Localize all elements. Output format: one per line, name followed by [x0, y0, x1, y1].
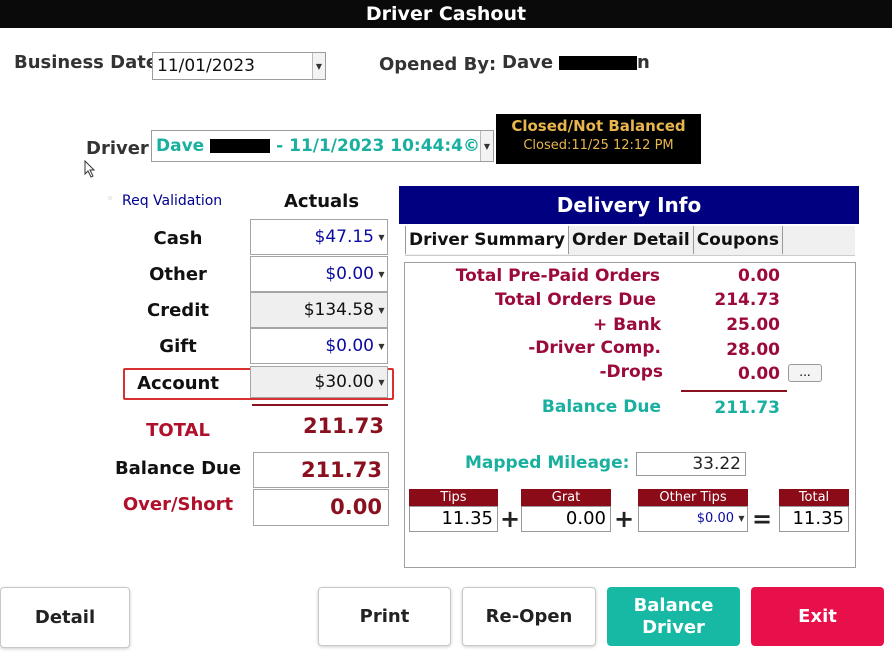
gift-value: $0.00: [325, 336, 374, 356]
balance-divider: [681, 390, 787, 392]
tab-driver-summary[interactable]: Driver Summary: [405, 226, 569, 254]
bank-label: + Bank: [593, 315, 661, 335]
exit-button[interactable]: Exit: [751, 587, 884, 646]
drops-label: -Drops: [599, 362, 663, 382]
redaction-bar: [559, 55, 638, 70]
delivery-tabs: Driver Summary Order Detail Coupons: [405, 226, 855, 256]
tips-value[interactable]: 11.35: [409, 506, 498, 532]
status-badge: Closed/Not Balanced Closed:11/25 12:12 P…: [496, 114, 701, 164]
credit-value: $134.58: [303, 300, 374, 320]
account-label: Account: [137, 373, 219, 394]
chevron-down-icon[interactable]: ▼: [738, 514, 745, 523]
redaction-bar: [210, 139, 271, 153]
detail-button[interactable]: Detail: [0, 587, 130, 648]
mileage-label: Mapped Mileage:: [465, 453, 630, 473]
cash-label: Cash: [153, 228, 203, 249]
other-tips-value: $0.00: [696, 511, 734, 526]
business-date-label: Business Date: [14, 52, 159, 73]
account-field[interactable]: $30.00 ▼: [250, 366, 388, 398]
account-value: $30.00: [314, 372, 374, 392]
delivery-balance-due-label: Balance Due: [541, 397, 661, 417]
credit-field[interactable]: $134.58 ▼: [250, 292, 388, 328]
chevron-down-icon[interactable]: ▼: [378, 232, 385, 242]
total-value: 211.73: [302, 414, 384, 438]
tips-label: Tips: [409, 489, 498, 506]
grat-value[interactable]: 0.00: [521, 506, 611, 532]
equals-sign: =: [752, 505, 773, 533]
delivery-info-header: Delivery Info: [399, 186, 859, 224]
opened-by-suffix: n: [637, 52, 650, 73]
orders-due-value: 214.73: [714, 290, 780, 310]
drops-value: 0.00: [738, 364, 780, 384]
chevron-down-icon[interactable]: ▼: [378, 341, 385, 351]
req-validation-checkbox[interactable]: [108, 196, 112, 200]
req-validation-label: Req Validation: [122, 193, 223, 209]
prepaid-orders-value: 0.00: [738, 266, 780, 286]
drops-details-button[interactable]: ...: [788, 364, 822, 382]
status-sub-text: Closed:11/25 12:12 PM: [523, 138, 674, 153]
orders-due-label: Total Orders Due: [494, 290, 656, 310]
driver-label: Driver: [86, 138, 149, 159]
chevron-down-icon[interactable]: ▼: [480, 131, 493, 161]
cash-value: $47.15: [314, 227, 374, 247]
bank-value: 25.00: [726, 315, 780, 335]
business-date-dropdown[interactable]: 11/01/2023 ▼: [152, 52, 326, 80]
total-label: TOTAL: [146, 420, 210, 441]
credit-label: Credit: [147, 300, 209, 321]
total-tips-value: 11.35: [779, 506, 849, 532]
grat-label: Grat: [521, 489, 611, 506]
balance-driver-line1: Balance: [633, 594, 714, 616]
driver-dropdown-value: Dave - 11/1/2023 10:44:4©: [152, 136, 480, 156]
mileage-value: 33.22: [636, 452, 746, 476]
mouse-cursor-icon: [84, 160, 96, 178]
chevron-down-icon[interactable]: ▼: [312, 53, 325, 79]
delivery-balance-due-value: 211.73: [714, 398, 780, 418]
business-date-value: 11/01/2023: [157, 56, 255, 76]
gift-field[interactable]: $0.00 ▼: [250, 328, 388, 364]
over-short-value: 0.00: [253, 489, 389, 526]
other-value: $0.00: [325, 264, 374, 284]
tab-order-detail[interactable]: Order Detail: [569, 226, 694, 254]
chevron-down-icon[interactable]: ▼: [378, 305, 385, 315]
cash-field[interactable]: $47.15 ▼: [250, 219, 388, 255]
plus-sign: +: [500, 505, 521, 533]
driver-dropdown[interactable]: Dave - 11/1/2023 10:44:4© ▼: [151, 130, 494, 162]
tips-box: Tips 11.35: [409, 489, 498, 532]
reopen-button[interactable]: Re-Open: [462, 587, 596, 646]
other-tips-label: Other Tips: [638, 489, 748, 506]
plus-sign: +: [614, 505, 635, 533]
status-main-text: Closed/Not Balanced: [511, 117, 686, 135]
other-tips-box: Other Tips $0.00 ▼: [638, 489, 748, 532]
tab-coupons[interactable]: Coupons: [694, 226, 784, 254]
driver-comp-label: -Driver Comp.: [528, 338, 661, 358]
grat-box: Grat 0.00: [521, 489, 611, 532]
driver-name: Dave: [156, 136, 205, 156]
other-field[interactable]: $0.00 ▼: [250, 256, 388, 292]
opened-by-label: Opened By:: [379, 54, 497, 75]
other-label: Other: [149, 264, 207, 285]
other-tips-dropdown[interactable]: $0.00 ▼: [638, 506, 748, 532]
total-tips-label: Total: [779, 489, 849, 506]
balance-due-value: 211.73: [253, 452, 389, 488]
chevron-down-icon[interactable]: ▼: [378, 377, 385, 387]
opened-by-name: Dave: [502, 52, 554, 73]
actuals-header: Actuals: [284, 191, 360, 212]
driver-comp-value: 28.00: [726, 340, 780, 360]
balance-driver-line2: Driver: [642, 616, 705, 638]
print-button[interactable]: Print: [318, 587, 451, 646]
driver-shift: - 11/1/2023 10:44:4©: [276, 136, 480, 156]
total-divider: [252, 404, 388, 406]
opened-by-value: Dave n: [502, 52, 650, 73]
prepaid-orders-label: Total Pre-Paid Orders: [455, 266, 660, 286]
total-tips-box: Total 11.35: [779, 489, 849, 532]
balance-driver-button[interactable]: Balance Driver: [607, 587, 740, 646]
chevron-down-icon[interactable]: ▼: [378, 269, 385, 279]
gift-label: Gift: [159, 336, 197, 357]
window-title: Driver Cashout: [0, 0, 892, 28]
over-short-label: Over/Short: [122, 494, 234, 515]
balance-due-label: Balance Due: [114, 458, 242, 479]
